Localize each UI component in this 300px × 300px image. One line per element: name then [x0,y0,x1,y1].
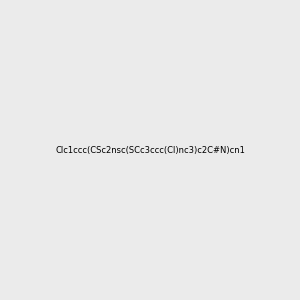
Text: Clc1ccc(CSc2nsc(SCc3ccc(Cl)nc3)c2C#N)cn1: Clc1ccc(CSc2nsc(SCc3ccc(Cl)nc3)c2C#N)cn1 [55,146,245,154]
